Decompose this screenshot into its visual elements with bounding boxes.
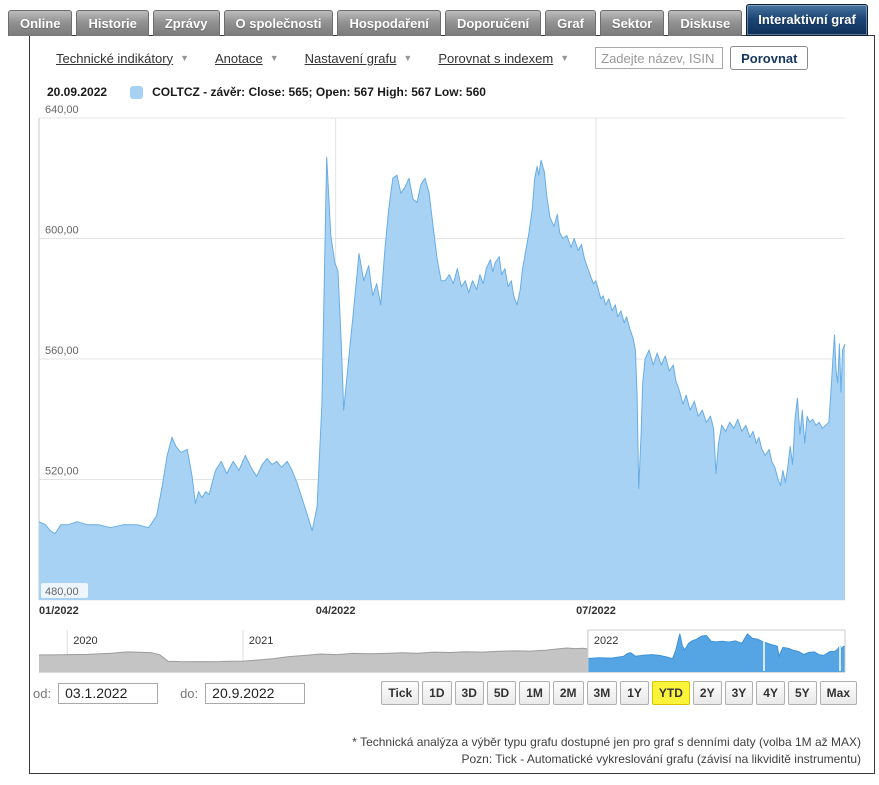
to-date-input[interactable] — [205, 682, 306, 704]
tab-hospoda-en[interactable]: Hospodaření — [337, 10, 441, 36]
x-axis-label: 07/2022 — [576, 605, 616, 617]
footnotes: * Technická analýza a výběr typu grafu d… — [352, 734, 861, 768]
tab-zpr-vy[interactable]: Zprávy — [152, 10, 220, 36]
navigator-series-unselected — [39, 648, 588, 672]
tab-historie[interactable]: Historie — [76, 10, 149, 36]
chevron-down-icon: ▼ — [560, 53, 570, 63]
legend-date: 20.09.2022 — [47, 85, 108, 99]
price-area-series[interactable] — [39, 157, 845, 600]
series-swatch-icon — [130, 85, 144, 99]
compare-button[interactable]: Porovnat — [730, 46, 809, 70]
menu-label: Technické indikátory — [56, 50, 174, 66]
tab-bar: Online Historie Zprávy O společnosti Hospoda… — [8, 4, 872, 36]
menu-porovnat-s-indexem[interactable]: Porovnat s indexem ▼ — [438, 51, 569, 66]
from-date-input[interactable] — [58, 682, 159, 704]
menu-label: Nastavení grafu — [304, 50, 397, 66]
range-button-2m[interactable]: 2M — [552, 681, 584, 705]
y-axis-label: 480,00 — [45, 586, 79, 598]
toolbar-menus: Technické indikátory ▼ Anotace ▼ Nastavení g… — [56, 51, 595, 66]
to-label: do: — [180, 685, 199, 701]
menu-label: Anotace — [214, 50, 263, 66]
y-label-backing — [41, 583, 88, 598]
range-button-1m[interactable]: 1M — [519, 681, 550, 705]
menu-label: Porovnat s indexem — [438, 50, 554, 66]
chart-area[interactable]: 640,00 600,00 560,00 520,00 480,00 01/2022 04/… — [30, 104, 874, 680]
footnote-line2: Pozn: Tick - Automatické vykreslování gr… — [461, 752, 862, 766]
chevron-down-icon: ▼ — [269, 53, 279, 63]
compare-search-input[interactable] — [595, 47, 724, 69]
range-button-tick[interactable]: Tick — [381, 681, 420, 705]
navigator-selection-outline — [587, 629, 846, 672]
range-button-1d[interactable]: 1D — [422, 681, 452, 705]
range-button-5y[interactable]: 5Y — [787, 681, 817, 705]
chevron-down-icon: ▼ — [180, 53, 189, 63]
range-button-5d[interactable]: 5D — [486, 681, 517, 705]
navigator-series-selected — [587, 633, 845, 672]
range-button-1y[interactable]: 1Y — [620, 681, 649, 705]
navigator-year-label: 2020 — [73, 635, 97, 647]
from-label: od: — [33, 685, 52, 701]
zoom-button-row: Tick 1D 3D 5D 1M 2M 3M 1Y YTD 2Y 3Y 4Y 5Y Max — [378, 681, 857, 705]
menu-technick-indik-tory[interactable]: Technické indikátory ▼ — [56, 51, 189, 66]
tab-o-spole-nosti[interactable]: O společnosti — [223, 10, 334, 36]
chevron-down-icon: ▼ — [403, 53, 413, 63]
range-button-ytd[interactable]: YTD — [651, 681, 690, 705]
y-axis-label: 600,00 — [45, 225, 79, 237]
range-button-3y[interactable]: 3Y — [724, 681, 754, 705]
footnote-line1: * Technická analýza a výběr typu grafu d… — [352, 735, 861, 749]
chart-legend: 20.09.2022 COLTCZ - závěr: Close: 565; O… — [47, 85, 486, 99]
navigator[interactable]: 2020 2021 2022 — [38, 629, 846, 673]
x-axis-label: 04/2022 — [316, 605, 356, 617]
tab-graf[interactable]: Graf — [545, 10, 596, 36]
interactive-chart-panel: Technické indikátory ▼ Anotace ▼ Nastavení g… — [29, 35, 875, 774]
price-line — [38, 156, 846, 535]
tab-doporu-en[interactable]: Doporučení — [444, 10, 542, 36]
tab-sektor[interactable]: Sektor — [599, 10, 665, 36]
tab-online[interactable]: Online — [8, 10, 73, 36]
chart-toolbar: Technické indikátory ▼ Anotace ▼ Nastavení g… — [56, 46, 809, 70]
y-axis-label: 560,00 — [45, 345, 79, 357]
navigator-line-selected — [587, 633, 845, 660]
range-button-4y[interactable]: 4Y — [756, 681, 785, 705]
menu-nastaven-grafu[interactable]: Nastavení grafu ▼ — [305, 51, 413, 66]
legend-series-label[interactable]: COLTCZ - závěr: Close: 565; Open: 567 Hi… — [152, 85, 486, 99]
menu-anotace[interactable]: Anotace ▼ — [215, 51, 279, 66]
range-button-3m[interactable]: 3M — [586, 681, 618, 705]
y-axis-label: 640,00 — [45, 104, 79, 116]
y-axis-label: 520,00 — [45, 466, 79, 478]
range-button-2y[interactable]: 2Y — [692, 681, 722, 705]
tab-diskuse[interactable]: Diskuse — [668, 10, 743, 36]
x-axis-label: 01/2022 — [39, 605, 79, 617]
main-plot[interactable]: 640,00 600,00 560,00 520,00 480,00 01/2022 04/… — [38, 104, 846, 617]
navigator-year-label: 2022 — [594, 635, 618, 647]
tab-interaktivn-graf[interactable]: Interaktivní graf — [746, 4, 868, 36]
price-chart-svg[interactable]: 640,00 600,00 560,00 520,00 480,00 01/2022 04/… — [30, 104, 874, 680]
navigator-year-label: 2021 — [249, 635, 273, 647]
range-button-max[interactable]: Max — [819, 681, 857, 705]
range-button-3d[interactable]: 3D — [454, 681, 484, 705]
navigator-line-unselected — [38, 647, 588, 663]
year-label-backing — [589, 632, 628, 647]
